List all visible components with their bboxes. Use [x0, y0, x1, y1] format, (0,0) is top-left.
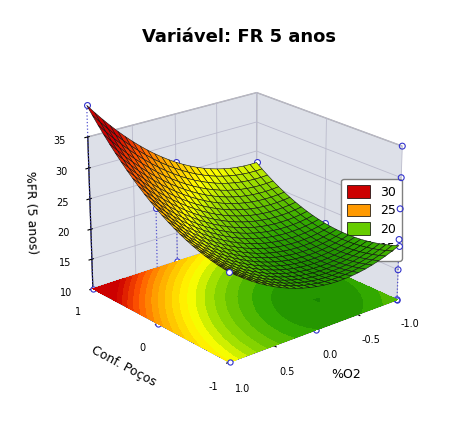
Legend: 30, 25, 20, 15: 30, 25, 20, 15: [341, 179, 402, 261]
Y-axis label: Conf. Poços: Conf. Poços: [89, 343, 158, 389]
Title: Variável: FR 5 anos: Variável: FR 5 anos: [142, 28, 336, 46]
X-axis label: %O2: %O2: [331, 368, 361, 381]
